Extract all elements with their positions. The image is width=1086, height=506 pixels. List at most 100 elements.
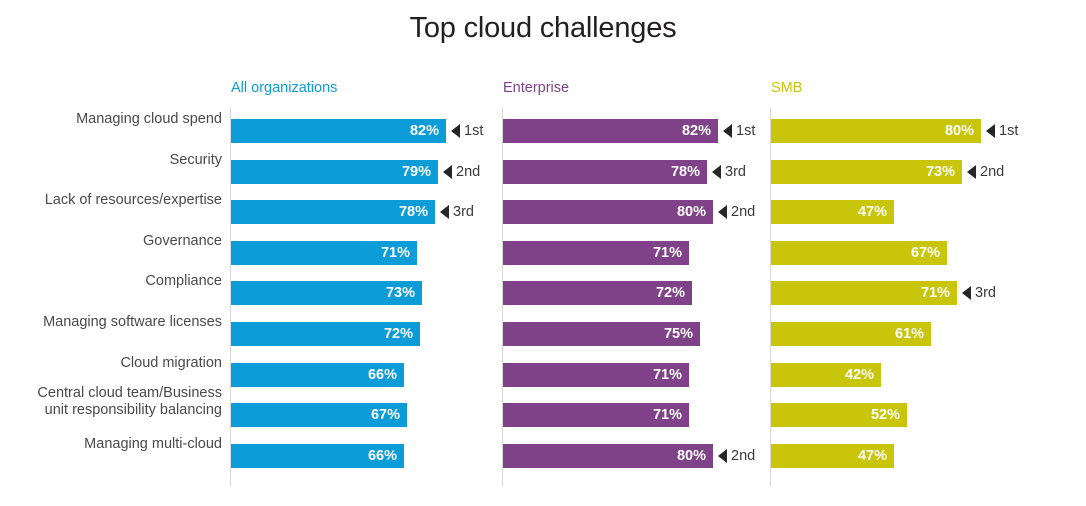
caret-left-icon bbox=[986, 124, 995, 138]
panel-plot-all-organizations: 82% 1st 79% 2nd 78% 3rd 71% 73% 72% 66% 67% 66% bbox=[231, 108, 498, 486]
rank-marker: 3rd bbox=[712, 160, 746, 184]
bar-row: 71% bbox=[231, 240, 498, 265]
panel-header-smb: SMB bbox=[771, 80, 803, 96]
bar-value-label: 73% bbox=[385, 285, 415, 302]
bar-row: 78% 3rd bbox=[231, 200, 498, 225]
bar-row: 73% 2nd bbox=[771, 159, 1082, 184]
bar-all-organizations[interactable]: 82% bbox=[231, 119, 446, 143]
bar-value-label: 61% bbox=[894, 326, 924, 342]
bar-row: 52% bbox=[771, 403, 1082, 428]
caret-left-icon bbox=[723, 124, 732, 138]
bar-enterprise[interactable]: 80% bbox=[503, 200, 713, 225]
bar-value-label: 72% bbox=[383, 326, 413, 342]
bar-smb[interactable]: 80% bbox=[771, 119, 981, 143]
bar-smb[interactable]: 52% bbox=[771, 403, 907, 428]
caret-left-icon bbox=[443, 164, 452, 179]
bar-row: 82% 1st bbox=[503, 119, 766, 143]
bar-smb[interactable]: 73% bbox=[771, 159, 962, 184]
bar-row: 71% bbox=[503, 240, 766, 265]
rank-marker: 2nd bbox=[443, 160, 480, 184]
bar-value-label: 67% bbox=[370, 407, 400, 424]
bar-row: 80% 2nd bbox=[503, 200, 766, 225]
bar-smb[interactable]: 61% bbox=[771, 322, 931, 346]
rank-marker: 3rd bbox=[962, 281, 996, 305]
bar-value-label: 75% bbox=[663, 326, 693, 342]
caret-left-icon bbox=[451, 124, 460, 138]
rank-marker: 2nd bbox=[718, 444, 755, 468]
bar-value-label: 42% bbox=[844, 366, 874, 383]
category-label: Cloud migration bbox=[120, 354, 222, 371]
bar-smb[interactable]: 47% bbox=[771, 200, 894, 225]
bar-enterprise[interactable]: 80% bbox=[503, 443, 713, 468]
bar-value-label: 71% bbox=[380, 244, 410, 261]
bar-row: 71% bbox=[503, 362, 766, 387]
rank-marker: 3rd bbox=[440, 200, 474, 224]
bar-all-organizations[interactable]: 67% bbox=[231, 403, 407, 428]
category-label: Managing cloud spend bbox=[76, 111, 222, 127]
bar-value-label: 47% bbox=[857, 204, 887, 221]
page-title: Top cloud challenges bbox=[409, 12, 677, 44]
bar-row: 47% bbox=[771, 200, 1082, 225]
bar-row: 72% bbox=[231, 322, 498, 346]
bar-enterprise[interactable]: 71% bbox=[503, 362, 689, 387]
bar-row: 66% bbox=[231, 362, 498, 387]
bar-row: 80% 2nd bbox=[503, 443, 766, 468]
bar-all-organizations[interactable]: 79% bbox=[231, 159, 438, 184]
bar-enterprise[interactable]: 71% bbox=[503, 403, 689, 428]
bar-value-label: 80% bbox=[676, 447, 706, 464]
caret-left-icon bbox=[967, 164, 976, 179]
bar-smb[interactable]: 67% bbox=[771, 240, 947, 265]
bar-row: 67% bbox=[231, 403, 498, 428]
bar-row: 80% 1st bbox=[771, 119, 1082, 143]
bar-smb[interactable]: 47% bbox=[771, 443, 894, 468]
bar-enterprise[interactable]: 71% bbox=[503, 240, 689, 265]
panel-axis-line-enterprise bbox=[502, 108, 503, 486]
rank-label: 2nd bbox=[731, 204, 756, 221]
bar-all-organizations[interactable]: 66% bbox=[231, 362, 404, 387]
bar-enterprise[interactable]: 72% bbox=[503, 281, 692, 306]
rank-label: 1st bbox=[464, 123, 484, 139]
bar-enterprise[interactable]: 82% bbox=[503, 119, 718, 143]
caret-left-icon bbox=[440, 205, 449, 220]
bar-all-organizations[interactable]: 73% bbox=[231, 281, 422, 306]
rank-label: 2nd bbox=[731, 447, 756, 464]
bar-row: 82% 1st bbox=[231, 119, 498, 143]
bar-row: 67% bbox=[771, 240, 1082, 265]
bar-row: 72% bbox=[503, 281, 766, 306]
bar-all-organizations[interactable]: 71% bbox=[231, 240, 417, 265]
rank-label: 3rd bbox=[725, 163, 746, 180]
bar-all-organizations[interactable]: 78% bbox=[231, 200, 435, 225]
bar-row: 71% bbox=[503, 403, 766, 428]
category-label: Managing multi-cloud bbox=[84, 435, 222, 452]
bar-smb[interactable]: 71% bbox=[771, 281, 957, 306]
bar-all-organizations[interactable]: 66% bbox=[231, 443, 404, 468]
caret-left-icon bbox=[712, 164, 721, 179]
bar-value-label: 71% bbox=[652, 244, 682, 261]
rank-label: 2nd bbox=[980, 163, 1005, 180]
bar-enterprise[interactable]: 75% bbox=[503, 322, 700, 346]
panel-plot-enterprise: 82% 1st 78% 3rd 80% 2nd 71% 72% 75% 71% 71% 80% 2nd bbox=[503, 108, 766, 486]
rank-label: 3rd bbox=[453, 204, 474, 221]
bar-value-label: 78% bbox=[398, 204, 428, 221]
bar-all-organizations[interactable]: 72% bbox=[231, 322, 420, 346]
bar-value-label: 73% bbox=[925, 163, 955, 180]
category-label: Governance bbox=[143, 232, 222, 249]
bar-value-label: 79% bbox=[401, 163, 431, 180]
category-label: Compliance bbox=[145, 273, 222, 290]
bar-value-label: 82% bbox=[681, 123, 711, 139]
panel-header-all-organizations: All organizations bbox=[231, 80, 338, 96]
panel-axis-line-smb bbox=[770, 108, 771, 486]
bar-smb[interactable]: 42% bbox=[771, 362, 881, 387]
bar-row: 71% 3rd bbox=[771, 281, 1082, 306]
bar-enterprise[interactable]: 78% bbox=[503, 159, 707, 184]
rank-label: 1st bbox=[999, 123, 1019, 139]
bar-row: 61% bbox=[771, 322, 1082, 346]
bar-value-label: 66% bbox=[367, 447, 397, 464]
panel-header-enterprise: Enterprise bbox=[503, 80, 570, 96]
bar-row: 66% bbox=[231, 443, 498, 468]
rank-marker: 1st bbox=[986, 119, 1018, 143]
rank-label: 1st bbox=[736, 123, 756, 139]
bar-row: 79% 2nd bbox=[231, 159, 498, 184]
bar-value-label: 72% bbox=[655, 285, 685, 302]
